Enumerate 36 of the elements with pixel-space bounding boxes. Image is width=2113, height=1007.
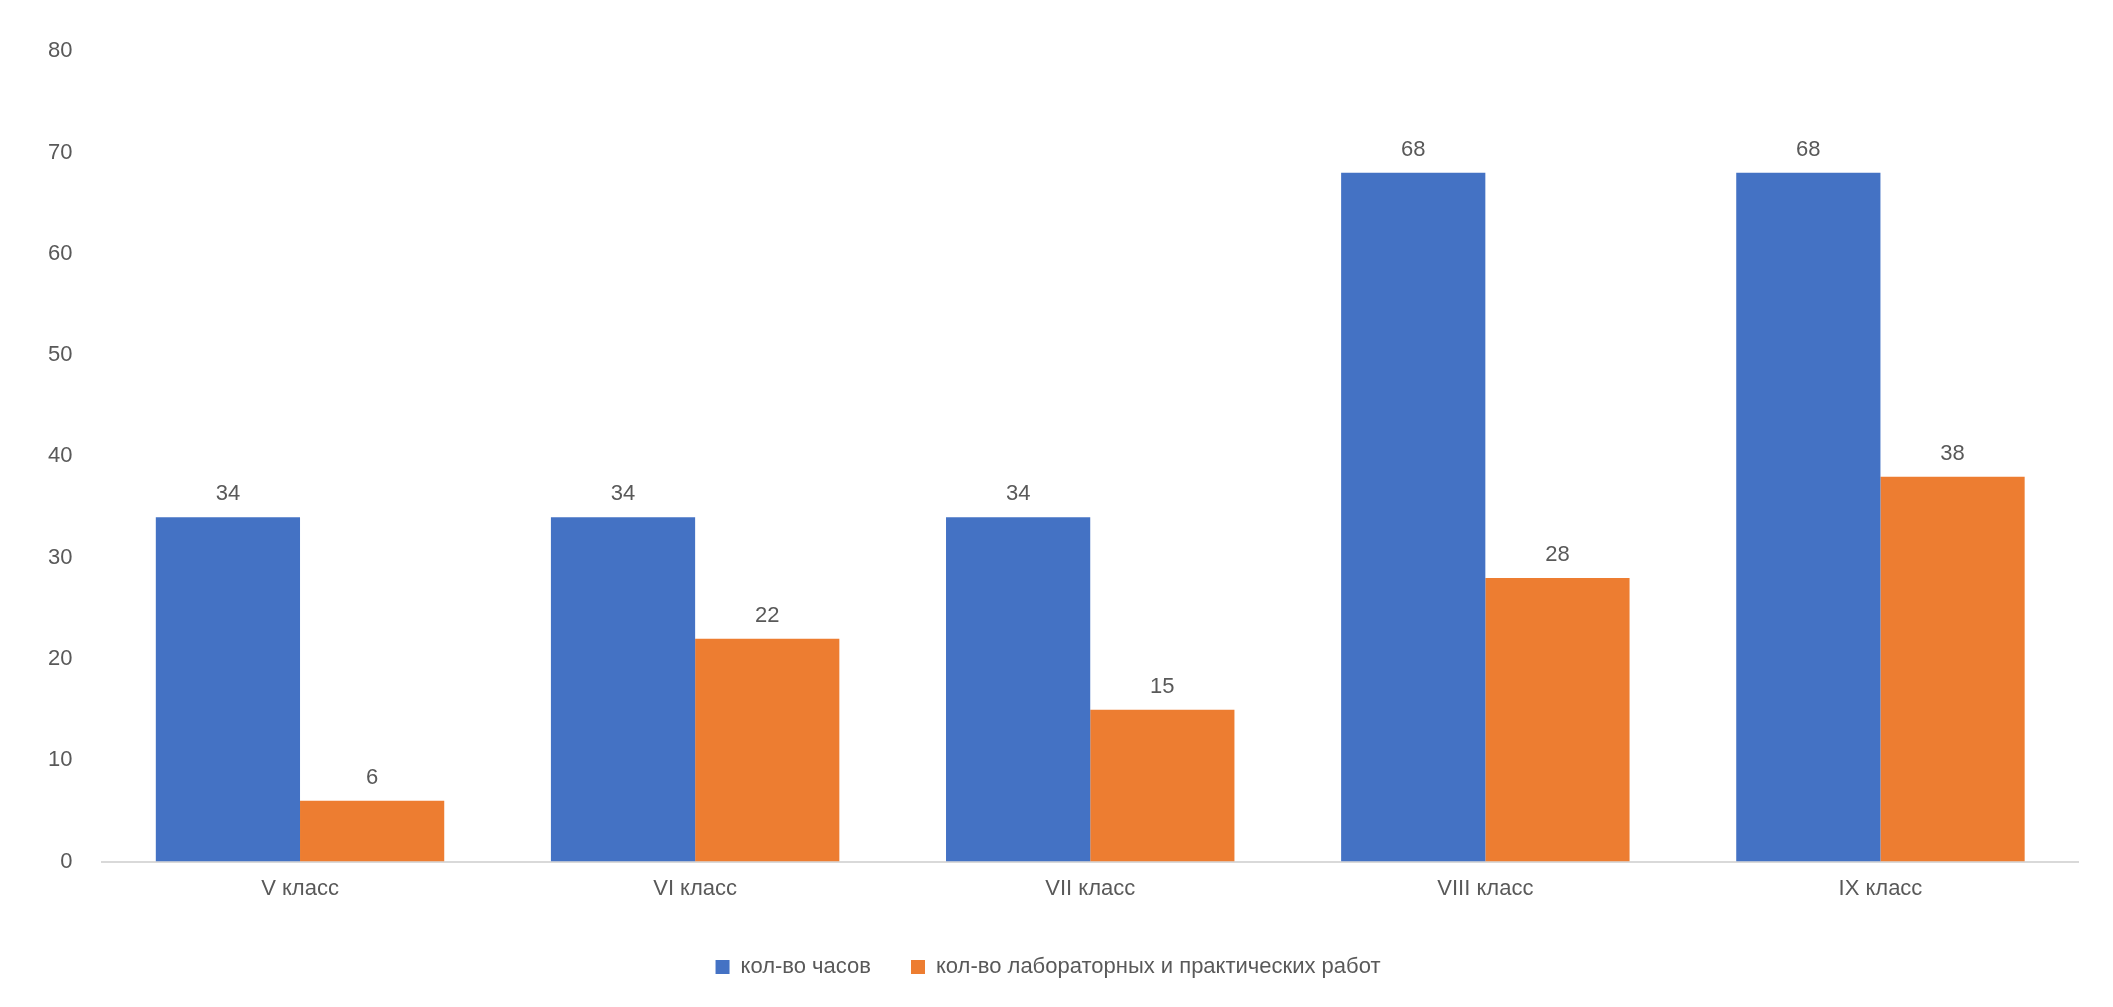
y-tick-label: 40	[47, 442, 73, 468]
legend-label: кол-во часов	[740, 953, 871, 979]
y-tick-label: 50	[47, 341, 73, 367]
bar	[155, 517, 301, 862]
x-tick-label: IX класс	[1838, 874, 1923, 900]
bar	[1880, 476, 2025, 862]
data-label: 6	[366, 763, 379, 789]
bar	[1736, 172, 1881, 862]
data-label: 38	[1940, 439, 1965, 465]
x-tick-label: VI класс	[653, 874, 738, 900]
bar	[1341, 172, 1486, 862]
data-label: 68	[1400, 135, 1426, 161]
data-label: 34	[610, 480, 636, 506]
data-label: 15	[1150, 672, 1175, 698]
bar	[946, 517, 1091, 862]
y-tick-label: 80	[47, 37, 73, 63]
y-tick-label: 70	[47, 138, 73, 164]
data-label: 68	[1796, 135, 1821, 161]
legend-label: кол-во лабораторных и практических работ	[935, 953, 1381, 979]
x-tick-label: VII класс	[1045, 874, 1136, 900]
bar	[695, 638, 840, 862]
y-tick-label: 0	[60, 847, 73, 873]
bar	[300, 800, 445, 862]
y-tick-label: 60	[47, 239, 73, 265]
data-label: 22	[754, 601, 780, 627]
bar	[550, 517, 696, 862]
data-label: 34	[215, 480, 241, 506]
bar	[1090, 709, 1235, 862]
y-tick-label: 30	[47, 543, 73, 569]
x-tick-label: V класс	[261, 874, 339, 900]
data-label: 28	[1545, 541, 1570, 567]
bar	[1485, 577, 1630, 862]
data-label: 34	[1005, 480, 1031, 506]
y-tick-label: 10	[47, 746, 73, 772]
y-tick-label: 20	[47, 645, 73, 671]
x-tick-label: VIII класс	[1437, 874, 1534, 900]
